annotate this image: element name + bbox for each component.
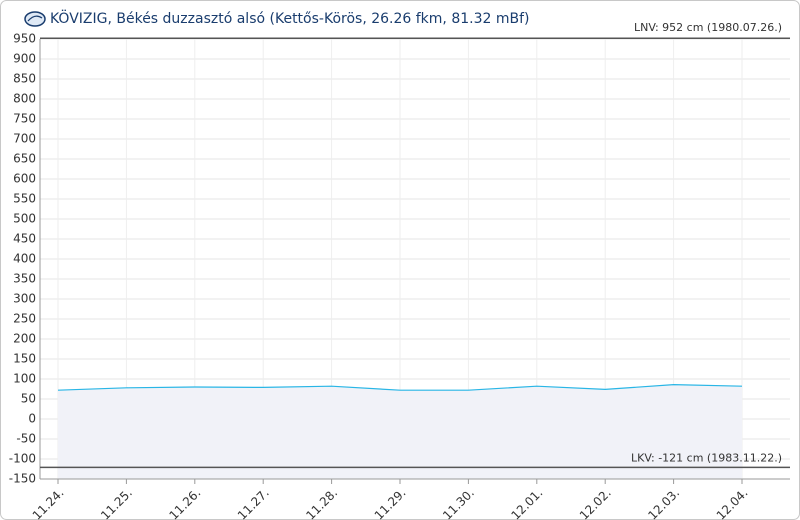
y-tick-label: 650 bbox=[13, 152, 36, 166]
y-tick-label: 300 bbox=[13, 292, 36, 306]
area bbox=[58, 384, 742, 479]
y-tick-label: 0 bbox=[28, 412, 36, 426]
y-tick-label: 600 bbox=[13, 172, 36, 186]
lnv-label: LNV: 952 cm (1980.07.26.) bbox=[634, 21, 782, 34]
y-tick-label: 50 bbox=[21, 392, 36, 406]
logo bbox=[24, 11, 46, 27]
y-tick-label: 900 bbox=[13, 52, 36, 66]
y-tick-label: 750 bbox=[13, 112, 36, 126]
y-tick-label: 200 bbox=[13, 332, 36, 346]
y-tick-label: -150 bbox=[9, 472, 36, 486]
y-tick-label: 400 bbox=[13, 252, 36, 266]
y-tick-label: -50 bbox=[16, 432, 36, 446]
y-tick-label: 800 bbox=[13, 92, 36, 106]
line bbox=[57, 383, 743, 391]
lkv-label: LKV: -121 cm (1983.11.22.) bbox=[631, 451, 782, 464]
y-tick-label: 700 bbox=[13, 132, 36, 146]
chart-title: KÖVIZIG, Békés duzzasztó alsó (Kettős-Kö… bbox=[50, 9, 529, 27]
y-tick-label: 100 bbox=[13, 372, 36, 386]
y-tick-label: 250 bbox=[13, 312, 36, 326]
y-tick-label: 850 bbox=[13, 72, 36, 86]
y-tick-label: -100 bbox=[9, 452, 36, 466]
y-tick-label: 450 bbox=[13, 232, 36, 246]
y-tick-label: 950 bbox=[13, 32, 36, 46]
y-tick-label: 150 bbox=[13, 352, 36, 366]
y-tick-label: 500 bbox=[13, 212, 36, 226]
y-tick-label: 550 bbox=[13, 192, 36, 206]
y-tick-label: 350 bbox=[13, 272, 36, 286]
